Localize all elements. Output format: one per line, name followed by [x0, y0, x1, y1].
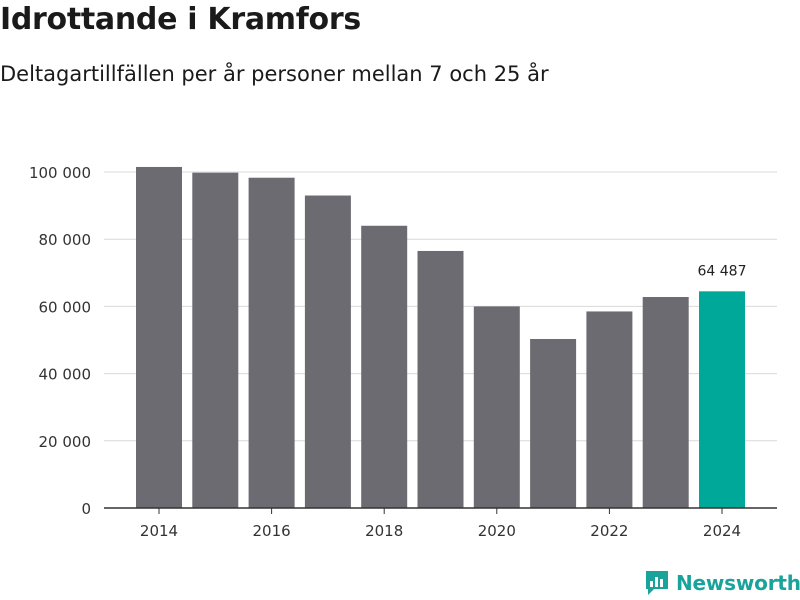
bar	[248, 177, 295, 508]
y-tick-label: 40 000	[39, 366, 92, 384]
bar	[586, 311, 633, 508]
x-tick-label: 2022	[590, 522, 628, 540]
bar	[136, 166, 182, 508]
bar	[699, 291, 745, 508]
x-tick-label: 2014	[140, 522, 178, 540]
y-tick-label: 100 000	[29, 164, 91, 182]
newsworthy-logo: Newsworthy	[644, 569, 800, 597]
y-tick-label: 80 000	[39, 231, 92, 249]
data-label: 64 487	[698, 263, 747, 279]
bar	[473, 306, 520, 508]
chart-subtitle: Deltagartillfällen per år personer mella…	[0, 62, 549, 86]
y-tick-label: 0	[81, 500, 91, 518]
x-tick-label: 2020	[478, 522, 516, 540]
chart-title: Idrottande i Kramfors	[0, 2, 361, 37]
y-tick-label: 20 000	[39, 433, 92, 451]
y-tick-label: 60 000	[39, 298, 92, 316]
newsworthy-logo-icon	[646, 571, 668, 595]
bar	[417, 250, 464, 508]
bar	[642, 296, 689, 508]
x-tick-label: 2018	[365, 522, 403, 540]
bar	[361, 225, 408, 508]
x-tick-label: 2024	[703, 522, 741, 540]
newsworthy-logo-text: Newsworthy	[676, 571, 800, 595]
bar	[530, 338, 577, 508]
bar	[192, 172, 239, 508]
x-tick-label: 2016	[253, 522, 291, 540]
bar	[304, 195, 351, 508]
